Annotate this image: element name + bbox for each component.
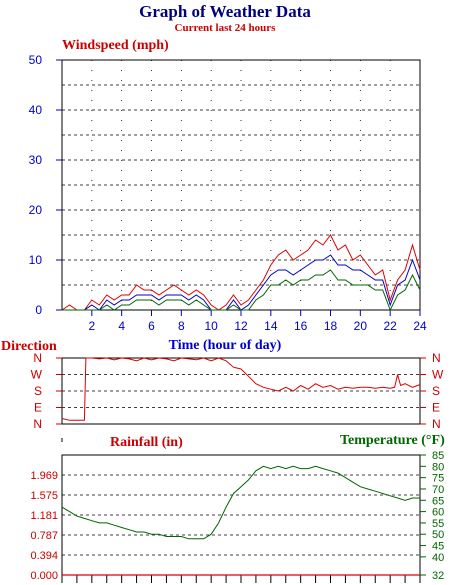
time-xtick-label: 20: [354, 319, 368, 333]
rainfall-ytick-label: 1.575: [30, 490, 58, 502]
direction-series-line-1: [61, 357, 421, 421]
temperature-ytick-label: 80: [432, 461, 444, 473]
temperature-ytick-label: 55: [432, 518, 444, 530]
time-xtick-label: 4: [118, 319, 125, 333]
direction-plot-area: [61, 357, 421, 425]
temperature-ytick-label: 75: [432, 473, 444, 485]
windspeed-xticks: 2 4 6 8 10 12 14 16 18 20 22 24: [88, 310, 427, 333]
direction-ytick-label-left: S: [34, 384, 42, 398]
rainfall-ytick-label: 0.787: [30, 530, 58, 542]
temperature-ytick-label: 60: [432, 507, 444, 519]
time-xtick-label: 10: [204, 319, 218, 333]
windspeed-ytick-label: 0: [35, 303, 42, 317]
rainfall-plot-area: [61, 454, 421, 576]
windspeed-yticks: 0 10 20 30 40 50: [29, 53, 62, 317]
temperature-ytick-label: 70: [432, 484, 444, 496]
time-xtick-label: 24: [413, 319, 427, 333]
direction-ytick-label-left: W: [31, 368, 43, 382]
rainfall-ytick-label: 1.969: [30, 470, 58, 482]
temperature-ytick-label: 40: [432, 552, 444, 564]
windspeed-ylabel: Windspeed (mph): [62, 38, 169, 53]
rainfall-xticks: [61, 575, 421, 583]
time-xtick-label: 14: [264, 319, 278, 333]
direction-ylabel: Direction: [1, 339, 57, 354]
direction-ytick-label-right: N: [432, 351, 441, 365]
windspeed-ytick-label: 40: [29, 103, 43, 117]
windspeed-series-line-3: [62, 269, 421, 312]
windspeed-grid: [62, 60, 420, 310]
windspeed-series: [61, 234, 421, 312]
temperature-ytick-label: 45: [432, 541, 444, 553]
time-xtick-label: 18: [324, 319, 338, 333]
direction-ytick-label-left: E: [34, 401, 42, 415]
time-xtick-label: 2: [88, 319, 95, 333]
rainfall-yticks: 0.000 0.394 0.787 1.181 1.575 1.969: [30, 470, 58, 582]
rainfall-ytick-label: 0.394: [30, 550, 58, 562]
time-xtick-label: 22: [383, 319, 397, 333]
windspeed-ytick-label: 20: [29, 203, 43, 217]
direction-ytick-label-left: N: [33, 417, 42, 431]
direction-ytick-label-right: N: [432, 417, 441, 431]
direction-ytick-label-right: E: [432, 401, 440, 415]
temperature-ytick-label: 50: [432, 529, 444, 541]
windspeed-ytick-label: 30: [29, 153, 43, 167]
rainfall-ylabel: Rainfall (in): [110, 435, 183, 450]
temperature-series-line-1: [61, 465, 420, 540]
time-xtick-label: 16: [294, 319, 308, 333]
direction-grid: [62, 374, 420, 408]
direction-ytick-label-right: S: [432, 384, 440, 398]
temperature-ytick-label: 85: [432, 450, 444, 462]
time-xtick-label: 6: [148, 319, 155, 333]
temperature-ytick-label: 65: [432, 495, 444, 507]
time-xtick-label: 12: [234, 319, 248, 333]
time-xtick-label: 8: [178, 319, 185, 333]
time-xlabel: Time (hour of day): [169, 338, 282, 353]
direction-ytick-label-right: W: [432, 368, 444, 382]
direction-series: [61, 357, 421, 421]
chart-title: Graph of Weather Data: [139, 2, 311, 21]
windspeed-plot-area: [61, 59, 421, 311]
temperature-ylabel: Temperature (°F): [340, 433, 445, 448]
temperature-series: [61, 465, 420, 540]
rainfall-ytick-label: 0.000: [30, 570, 58, 582]
rainfall-ytick-label: 1.181: [30, 510, 58, 522]
windspeed-series-line-1: [61, 234, 421, 311]
windspeed-ytick-label: 10: [29, 253, 43, 267]
direction-ytick-label-left: N: [33, 351, 42, 365]
temperature-ytick-label: 32: [432, 570, 444, 582]
windspeed-ytick-label: 50: [29, 53, 43, 67]
chart-subtitle: Current last 24 hours: [175, 22, 277, 34]
